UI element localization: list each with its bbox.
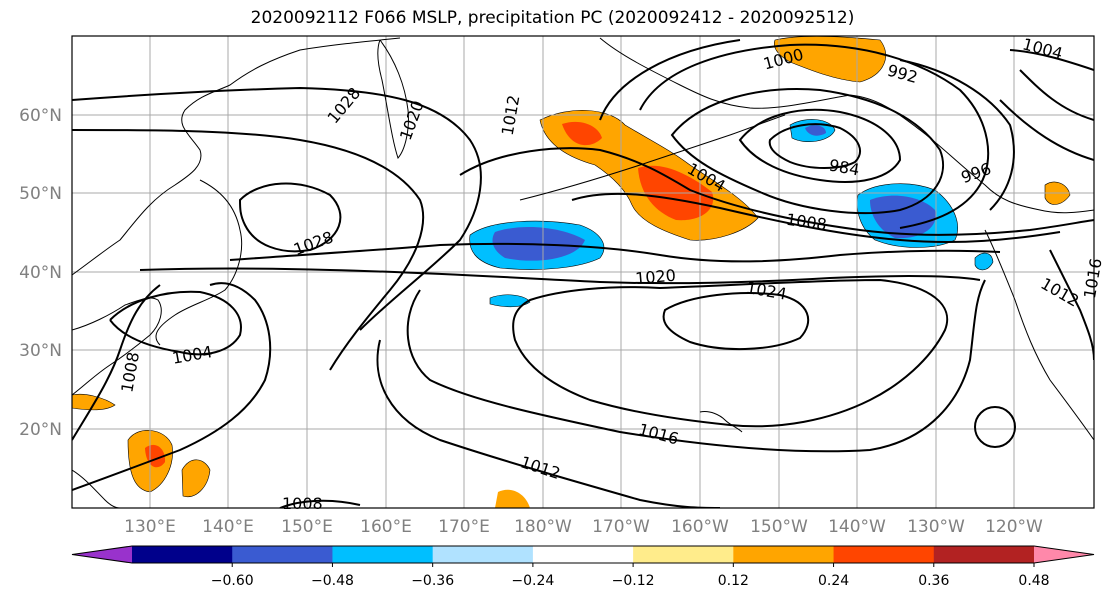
coastlines [72,37,1094,508]
lon-label: 130°W [907,517,965,537]
colorbar-tick-label: −0.24 [511,573,554,589]
isobar [999,69,1094,161]
colorbar-tick-label: 0.24 [818,573,849,589]
colorbar-extend-low [72,546,132,563]
precip-negative-core [805,125,826,136]
isobar [768,123,861,169]
longitude-labels: 130°E 140°E 150°E 160°E 170°E 180°W 170°… [124,517,1043,537]
lon-label: 180°W [514,517,572,537]
isobar-label: 1008 [282,494,323,513]
isobars [72,39,1094,508]
colorbar-segment [833,546,935,563]
colorbar-tick-label: −0.12 [612,573,655,589]
precip-negative-core [870,195,936,239]
coastline-north-america [984,229,1094,441]
lat-label: 50°N [19,184,62,204]
precip-positive-core [562,121,602,146]
isobar [72,282,272,491]
colorbar-segment [432,546,534,563]
lon-label: 140°E [202,517,254,537]
colorbar: −0.60 −0.48 −0.36 −0.24 −0.12 0.12 0.24 0.36 0.4… [71,545,1095,589]
lon-label: 140°W [828,517,886,537]
isobar [139,267,981,285]
precip-negative-area [489,294,531,308]
lon-label: 160°W [671,517,729,537]
colorbar-segment [933,546,1035,563]
colorbar-segment [532,546,634,563]
map-frame [71,35,1095,509]
isobar [599,39,1015,211]
coastline-taiwan-philippines [72,469,121,508]
lon-label: 150°E [281,517,333,537]
colorbar-tick-label: −0.36 [411,573,454,589]
isobar [1009,49,1094,71]
colorbar-segment [332,546,434,563]
colorbar-tick-label: −0.60 [211,573,254,589]
isobar [639,43,990,229]
isobar [238,182,342,253]
isobar [571,192,1061,243]
isobar [459,147,1094,236]
isobar [72,129,425,371]
precip-positive-area [72,393,116,411]
coastline-japan [155,179,243,346]
isobar-label: 1020 [634,266,676,288]
isobar [72,284,161,441]
precip-positive-area [181,459,211,498]
isobar [738,108,902,183]
lon-label: 150°W [750,517,808,537]
colorbar-segment [633,546,734,563]
isobar [1049,249,1094,361]
coastline-asia [72,37,401,276]
colorbar-tick-label: 0.12 [718,573,749,589]
precipitation-fills [72,36,1071,508]
lon-label: 160°E [360,517,412,537]
isobar [406,279,986,453]
map-title: 2020092112 F066 MSLP, precipitation PC (… [250,8,855,28]
lat-label: 20°N [19,420,62,440]
isobar [109,290,242,356]
colorbar-tick-label: 0.48 [1018,573,1049,589]
colorbar-segment [232,546,333,563]
precip-negative-area [974,252,994,271]
lon-label: 170°W [592,517,650,537]
colorbar-extend-high [1034,546,1094,563]
lon-label: 130°E [124,517,176,537]
coastline-korea-china [72,297,162,396]
colorbar-tick-label: 0.36 [918,573,949,589]
isobar [376,339,721,508]
lat-label: 60°N [19,106,62,126]
coastline-hawaii [699,411,743,433]
isobar [72,86,482,331]
isobar [974,406,1016,448]
coastline-alaska [599,37,1094,214]
colorbar-outline [71,545,1095,564]
lat-label: 30°N [19,341,62,361]
colorbar-segment [733,546,835,563]
lon-label: 170°E [438,517,490,537]
coastline-aleutians [519,114,786,201]
colorbar-segment [132,546,233,563]
lon-label: 120°W [985,517,1043,537]
coastline-kamchatka [377,39,409,159]
graticule [72,36,1094,508]
isobar [512,278,949,428]
isobar [279,499,361,508]
isobar [229,242,1001,263]
lat-label: 40°N [19,263,62,283]
isobar [670,88,945,215]
precip-positive-area [495,489,530,508]
latitude-labels: 60°N 50°N 40°N 30°N 20°N [19,106,62,440]
isobar [662,292,810,351]
colorbar-tick-label: −0.48 [311,573,354,589]
